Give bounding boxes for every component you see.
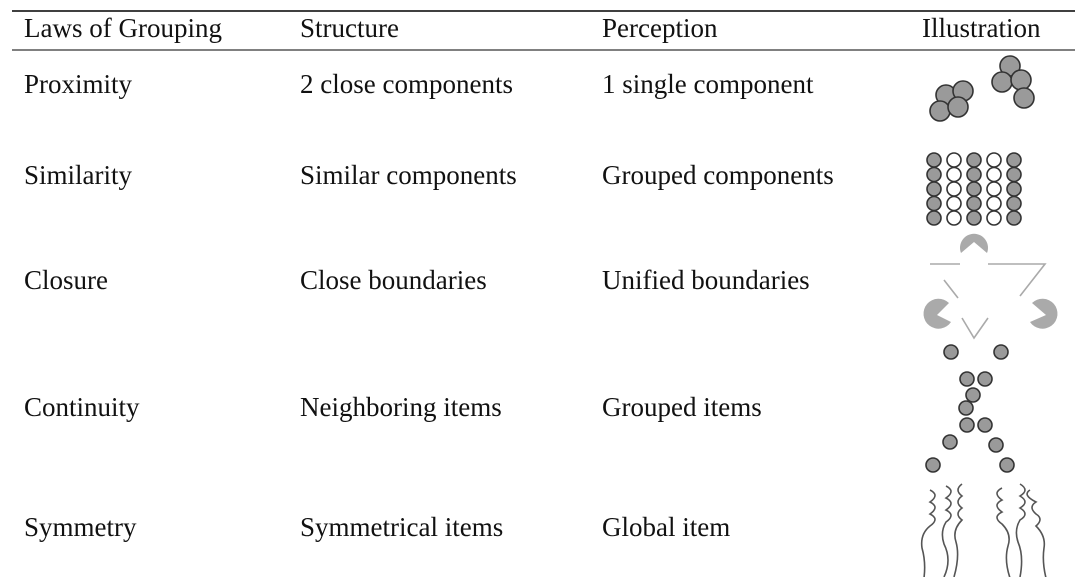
- dot: [946, 195, 962, 212]
- dot: [926, 152, 942, 168]
- dot: [946, 166, 962, 183]
- table-cell: Similarity: [24, 160, 133, 190]
- dot: [926, 166, 942, 183]
- dot: [946, 210, 962, 226]
- closure-illustration: [923, 233, 1058, 340]
- dot: [946, 181, 962, 197]
- dot: [986, 210, 1002, 226]
- table-cell: Global item: [602, 512, 730, 542]
- table-cell: Symmetrical items: [300, 512, 503, 542]
- dot: [966, 166, 982, 183]
- dot: [1006, 152, 1022, 168]
- header-cell: Illustration: [922, 13, 1041, 43]
- proximity-illustration: [929, 55, 1035, 122]
- header-cell: Perception: [602, 13, 718, 43]
- dot: [926, 210, 942, 226]
- table-cell: 1 single component: [602, 69, 814, 99]
- table-cell: Proximity: [24, 69, 133, 99]
- header-cell: Laws of Grouping: [24, 13, 222, 43]
- dot: [1006, 181, 1022, 197]
- table-cell: Close boundaries: [300, 265, 487, 295]
- dot: [966, 181, 982, 197]
- dot: [926, 195, 942, 212]
- dot: [1006, 210, 1022, 226]
- dot: [1006, 166, 1022, 183]
- header-cell: Structure: [300, 13, 399, 43]
- table-cell: Unified boundaries: [602, 265, 810, 295]
- table-cell: Neighboring items: [300, 392, 502, 422]
- dot: [1006, 195, 1022, 212]
- dot: [966, 195, 982, 212]
- table-cell: Similar components: [300, 160, 517, 190]
- table-cell: Grouped components: [602, 160, 834, 190]
- continuity-illustration: [925, 344, 1015, 473]
- similarity-illustration: [926, 152, 1022, 226]
- dot: [986, 181, 1002, 197]
- table-cell: Grouped items: [602, 392, 762, 422]
- dot: [966, 210, 982, 226]
- dot: [986, 166, 1002, 183]
- symmetry-illustration: [920, 483, 1047, 577]
- table-cell: Continuity: [24, 392, 140, 422]
- dot: [926, 181, 942, 197]
- dot: [986, 195, 1002, 212]
- table-cell: 2 close components: [300, 69, 513, 99]
- dot: [986, 152, 1002, 168]
- table-cell: Closure: [24, 265, 108, 295]
- table-cell: Symmetry: [24, 512, 137, 542]
- dot: [966, 152, 982, 168]
- dot: [946, 152, 962, 168]
